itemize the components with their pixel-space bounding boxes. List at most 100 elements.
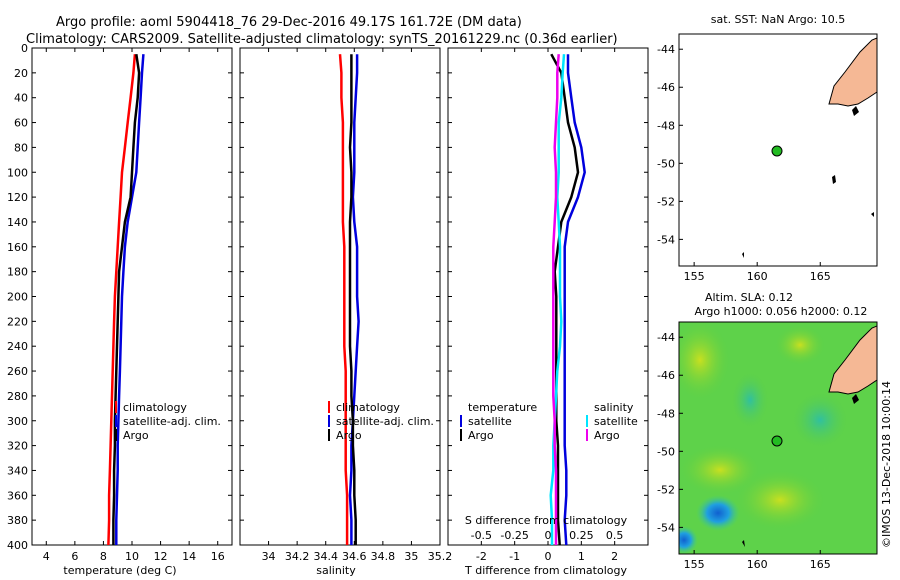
land-stewart-island [852, 394, 859, 404]
land-macquarie-island [742, 252, 744, 258]
difference-legend: temperature satellite Argo salinity sate… [460, 401, 638, 442]
y-tick-label: 220 [7, 315, 28, 328]
land-macquarie-island [742, 540, 745, 547]
sla-map: Altim. SLA: 0.12 Argo h1000: 0.056 h2000… [657, 291, 893, 571]
sla-blob [730, 370, 770, 430]
figure-title-line1: Argo profile: aoml 5904418_76 29-Dec-201… [56, 15, 522, 30]
y-tick-label: 140 [7, 216, 28, 229]
x-tick-label: 2 [611, 550, 618, 563]
temperature-legend: climatology satellite-adj. clim. Argo [115, 401, 221, 442]
series-line-t-argo [550, 53, 580, 546]
x-tick-label: 4 [43, 550, 50, 563]
sla-blob [735, 470, 825, 530]
series-line-climatology [107, 54, 137, 546]
s-tick-label: -0.25 [500, 529, 528, 542]
sla-blob [680, 445, 760, 495]
y-tick-label: 340 [7, 464, 28, 477]
legend-label-s-argo: Argo [594, 429, 620, 442]
map-y-tick-label: -52 [657, 195, 675, 208]
legend-label-argo: Argo [123, 429, 149, 442]
y-tick-label: 360 [7, 489, 28, 502]
y-tick-label: 80 [14, 141, 28, 154]
y-tick-label: 400 [7, 539, 28, 552]
legend-label-satellite: satellite-adj. clim. [336, 415, 434, 428]
s-difference-axis-label: S difference from climatology [465, 514, 628, 527]
x-tick-label: 1 [578, 550, 585, 563]
argo-position-marker [771, 435, 783, 447]
x-tick-label: 35.2 [428, 550, 453, 563]
series-line-argo [348, 54, 357, 545]
land-stewart-island [852, 106, 859, 116]
figure-title-line2: Climatology: CARS2009. Satellite-adjuste… [26, 32, 618, 47]
map-y-tick-label: -48 [657, 407, 675, 420]
series-line-t-satellite [563, 54, 586, 546]
legend-label-s-satellite: satellite [594, 415, 638, 428]
map-y-tick-label: -44 [657, 331, 675, 344]
temperature-panel: 4 6 8 10 12 14 1602040608010012014016018020022… [7, 42, 233, 577]
sla-blob [679, 322, 730, 400]
temperature-xlabel: temperature (deg C) [63, 564, 176, 577]
map-x-tick-label: 160 [747, 270, 768, 283]
map-x-tick-label: 165 [810, 270, 831, 283]
x-tick-label: 10 [125, 550, 139, 563]
x-tick-label: 34.4 [313, 550, 338, 563]
series-line-satellite-adj-clim- [115, 54, 145, 545]
s-tick-label: 0.5 [606, 529, 624, 542]
s-tick-label: -0.5 [471, 529, 492, 542]
y-tick-label: 60 [14, 117, 28, 130]
salinity-plot-frame [239, 47, 441, 546]
map-y-tick-label: -52 [657, 483, 675, 496]
sla-blob [790, 390, 850, 450]
y-tick-label: 380 [7, 514, 28, 527]
y-tick-label: 300 [7, 415, 28, 428]
sla-low-blob [679, 526, 698, 554]
y-tick-label: 20 [14, 67, 28, 80]
x-tick-label: 12 [154, 550, 168, 563]
s-tick-label: 0.25 [569, 529, 594, 542]
s-tick-label: 0 [545, 529, 552, 542]
map-y-tick-label: -50 [657, 157, 675, 170]
x-tick-label: -1 [509, 550, 520, 563]
map-y-tick-label: -44 [657, 43, 675, 56]
series-line-s-argo [552, 54, 560, 545]
y-tick-label: 40 [14, 92, 28, 105]
legend-label-climatology: climatology [336, 401, 400, 414]
salinity-xlabel: salinity [316, 564, 356, 577]
map-y-tick-label: -54 [657, 521, 675, 534]
difference-xlabel: T difference from climatology [464, 564, 627, 577]
map-y-tick-label: -48 [657, 119, 675, 132]
x-tick-label: 0 [545, 550, 552, 563]
x-tick-label: 35 [404, 550, 418, 563]
sst-map: sat. SST: NaN Argo: 10.5 155 160 165 -44 -46… [657, 13, 878, 283]
difference-panel: -2 -1 0 1 2 -0.5 -0.25 0 0.25 0.5 T difference fr… [447, 47, 649, 577]
x-tick-label: 16 [211, 550, 225, 563]
legend-label-argo: Argo [336, 429, 362, 442]
y-tick-label: 280 [7, 390, 28, 403]
series-line-s-satellite [549, 54, 566, 545]
map-x-tick-label: 155 [684, 558, 705, 571]
imos-credit: ©IMOS 13-Dec-2018 10:00:14 [880, 381, 893, 548]
x-tick-label: 8 [100, 550, 107, 563]
argo-position-marker [771, 145, 783, 157]
map-y-tick-label: -54 [657, 233, 675, 246]
difference-plot-frame [447, 47, 649, 546]
map-x-tick-label: 155 [684, 270, 705, 283]
y-tick-label: 240 [7, 340, 28, 353]
sst-map-title: sat. SST: NaN Argo: 10.5 [711, 13, 845, 26]
y-tick-label: 100 [7, 166, 28, 179]
series-line-argo [112, 54, 141, 545]
legend-label-t-satellite: satellite [468, 415, 512, 428]
land-campbell-island [871, 212, 874, 217]
x-tick-label: 34 [262, 550, 276, 563]
land-new-zealand-south [828, 37, 878, 107]
legend-title-salinity: salinity [594, 401, 634, 414]
x-tick-label: 34.6 [342, 550, 367, 563]
y-tick-label: 260 [7, 365, 28, 378]
y-tick-label: 200 [7, 291, 28, 304]
legend-title-temperature: temperature [468, 401, 537, 414]
x-tick-label: 34.8 [371, 550, 396, 563]
map-y-tick-label: -46 [657, 81, 675, 94]
x-tick-label: 14 [182, 550, 196, 563]
land-auckland-islands [832, 175, 836, 184]
map-x-tick-label: 165 [810, 558, 831, 571]
